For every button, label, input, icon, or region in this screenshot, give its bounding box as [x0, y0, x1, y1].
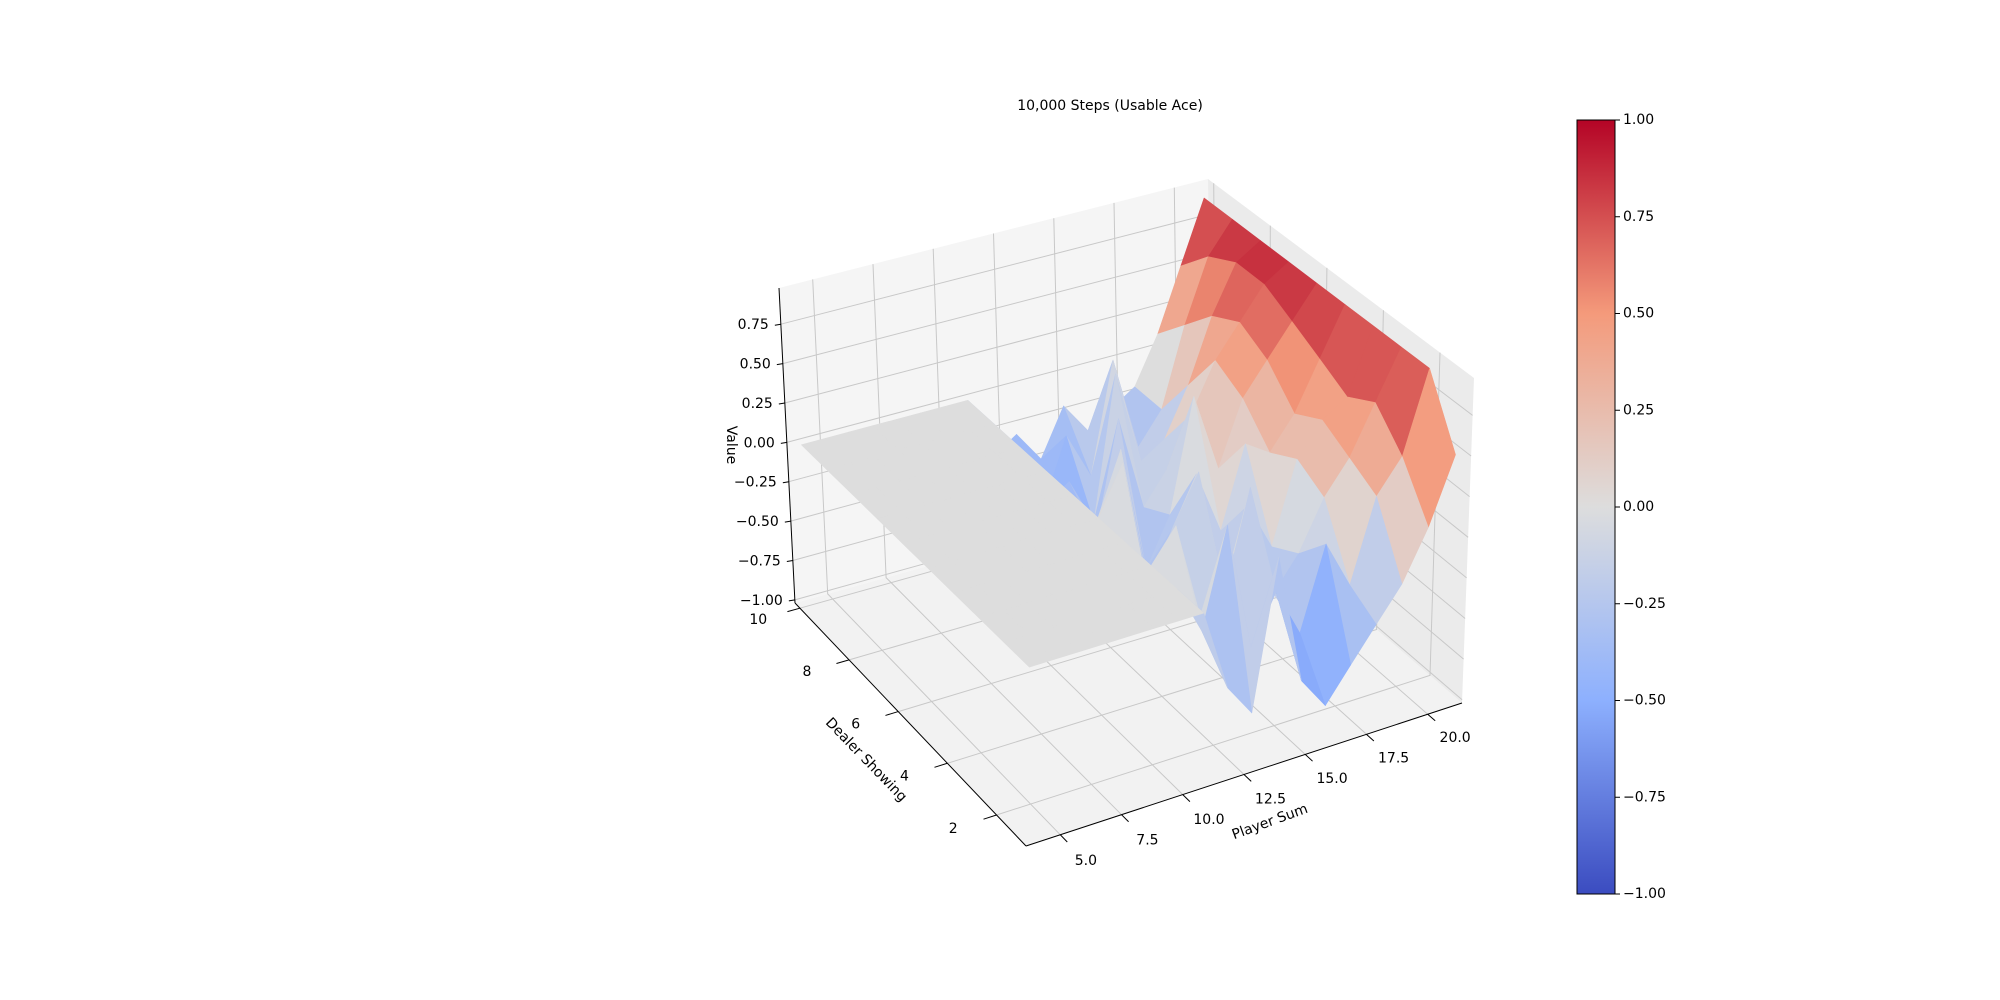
z-tick-label: 0.50: [740, 357, 771, 373]
tick-mark: [1243, 774, 1252, 782]
y-tick-label: 4: [900, 769, 909, 785]
tick-mark: [784, 520, 791, 523]
tick-mark: [780, 441, 787, 444]
tick-mark: [885, 711, 899, 716]
colorbar: [1576, 119, 1616, 895]
y-tick-label: 10: [749, 612, 767, 628]
tick-mark: [836, 659, 850, 665]
colorbar-tick-label: −0.25: [1623, 596, 1666, 612]
tick-mark: [787, 607, 801, 613]
tick-mark: [1304, 754, 1313, 762]
z-tick-label: −0.50: [736, 514, 779, 530]
z-tick-label: −1.00: [740, 593, 783, 609]
y-tick-label: 6: [851, 716, 860, 732]
z-tick-label: −0.25: [734, 475, 777, 491]
z-tick-label: −0.75: [738, 553, 781, 569]
tick-mark: [983, 814, 997, 820]
x-axis-line: [1025, 702, 1463, 847]
x-tick-label: 15.0: [1316, 771, 1347, 787]
tick-mark: [1366, 733, 1375, 742]
colorbar-tick-label: 0.75: [1623, 209, 1654, 225]
x-tick-label: 20.0: [1440, 730, 1471, 746]
y-tick-label: 2: [949, 821, 958, 837]
z-tick-label: 0.00: [744, 435, 775, 451]
colorbar-tick-label: −0.75: [1623, 789, 1666, 805]
tick-mark: [934, 762, 948, 768]
tick-mark: [1427, 713, 1436, 722]
z-tick-label: 0.75: [738, 317, 769, 333]
colorbar-tick-label: −1.00: [1623, 886, 1666, 902]
tick-mark: [776, 363, 783, 366]
y-axis-label: Dealer Showing: [822, 715, 910, 805]
colorbar-tick-label: −0.50: [1623, 693, 1666, 709]
grid-line: [872, 264, 1122, 816]
z-tick-label: 0.25: [742, 396, 773, 412]
grid-line: [812, 279, 1061, 836]
x-tick-label: 12.5: [1255, 792, 1286, 808]
tick-mark: [774, 323, 781, 326]
tick-mark: [1121, 814, 1129, 823]
y-axis-line: [794, 602, 1027, 847]
colorbar-tick-label: 1.00: [1623, 112, 1654, 128]
colorbar-tick-label: 0.25: [1623, 402, 1654, 418]
colorbar-tick-label: 0.00: [1623, 499, 1654, 515]
tick-mark: [788, 599, 795, 602]
surface-face: [1003, 634, 1055, 668]
y-tick-label: 8: [803, 664, 812, 680]
colorbar-tick-label: 0.50: [1623, 306, 1654, 322]
tick-mark: [1059, 834, 1068, 843]
z-axis-line: [778, 287, 796, 604]
chart-title: 10,000 Steps (Usable Ace): [1017, 98, 1203, 114]
tick-mark: [1182, 794, 1191, 802]
tick-mark: [786, 559, 793, 562]
x-tick-label: 17.5: [1378, 751, 1409, 767]
x-tick-label: 10.0: [1193, 812, 1224, 828]
x-tick-label: 7.5: [1136, 833, 1158, 849]
tick-mark: [778, 402, 785, 405]
x-tick-label: 5.0: [1075, 853, 1097, 869]
tick-mark: [782, 481, 789, 484]
z-axis-label: Value: [723, 426, 739, 464]
